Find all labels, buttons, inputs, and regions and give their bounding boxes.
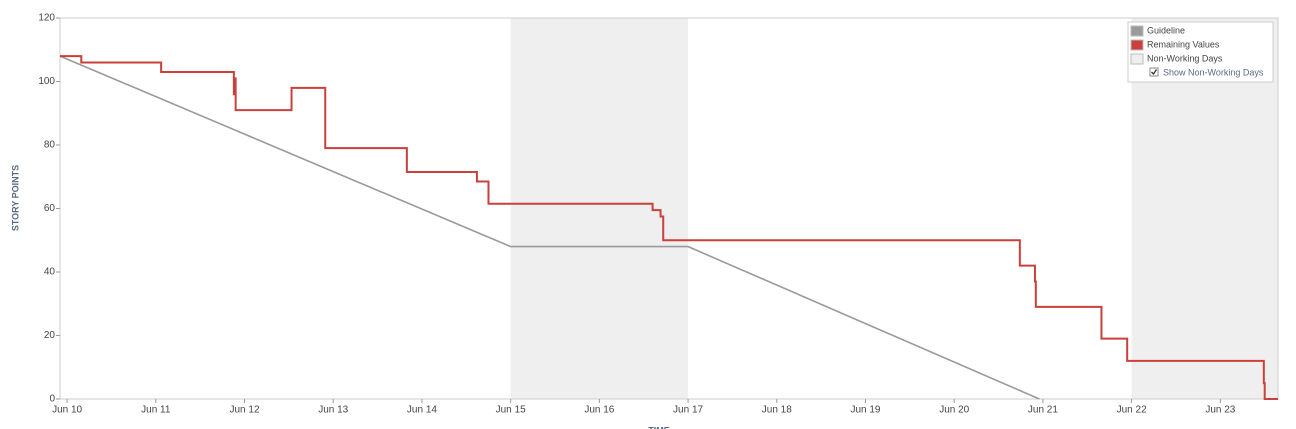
x-tick-label: Jun 13 xyxy=(318,405,348,416)
x-tick-label: Jun 14 xyxy=(407,405,437,416)
x-tick-label: Jun 21 xyxy=(1028,405,1058,416)
x-tick-label: Jun 11 xyxy=(141,405,171,416)
legend-swatch xyxy=(1130,53,1144,65)
legend-label: Non-Working Days xyxy=(1147,53,1223,63)
x-tick-label: Jun 16 xyxy=(584,405,614,416)
legend-label: Guideline xyxy=(1147,25,1185,35)
x-tick-label: Jun 17 xyxy=(673,405,703,416)
y-tick-label: 60 xyxy=(44,203,56,214)
x-tick-label: Jun 12 xyxy=(230,405,260,416)
x-tick-label: Jun 18 xyxy=(762,405,792,416)
x-tick-label: Jun 15 xyxy=(496,405,526,416)
legend-swatch xyxy=(1130,39,1144,51)
y-tick-label: 80 xyxy=(44,140,56,151)
y-axis-label: STORY POINTS xyxy=(10,165,20,231)
y-tick-label: 40 xyxy=(44,267,56,278)
y-tick-label: 100 xyxy=(38,76,55,87)
x-tick-label: Jun 10 xyxy=(52,405,82,416)
x-tick-label: Jun 23 xyxy=(1205,405,1235,416)
series-line xyxy=(60,55,1278,400)
legend-swatch xyxy=(1130,25,1144,37)
x-tick-label: Jun 22 xyxy=(1117,405,1147,416)
series-line xyxy=(59,55,1040,400)
x-tick-label: Jun 19 xyxy=(850,405,880,416)
y-tick-label: 20 xyxy=(44,330,56,341)
x-axis-label: TIME xyxy=(648,425,670,429)
legend-label: Remaining Values xyxy=(1147,39,1220,49)
non-working-days xyxy=(510,18,689,399)
checkbox-label: Show Non-Working Days xyxy=(1163,67,1264,77)
y-tick-label: 120 xyxy=(38,13,55,24)
checkbox xyxy=(1149,67,1159,77)
y-tick-label: 0 xyxy=(49,394,55,405)
x-tick-label: Jun 20 xyxy=(939,405,969,416)
checkmark xyxy=(1151,69,1158,76)
